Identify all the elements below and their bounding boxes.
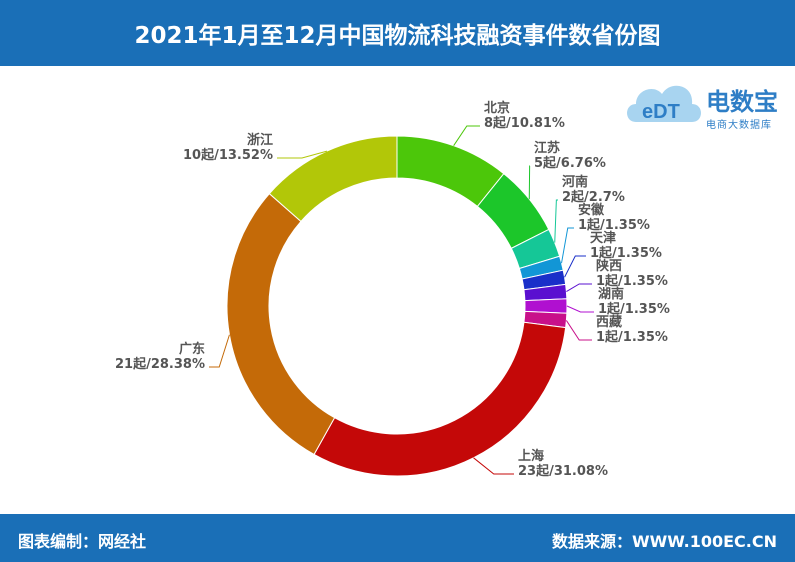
slice-label-name: 广东 [179,341,205,357]
leader-line-江苏 [528,165,531,200]
slice-label-value: 1起/1.35% [590,245,662,261]
cloud-logo-icon: eDT [627,85,701,123]
donut-chart: 北京8起/10.81%江苏5起/6.76%河南2起/2.7%安徽1起/1.35%… [115,100,670,479]
slice-label-name: 天津 [590,230,616,246]
leader-line-浙江 [277,150,328,159]
logo: eDT 电数宝 电商大数据库 [622,72,790,136]
slice-label-name: 湖南 [598,286,624,302]
leader-line-西藏 [565,320,592,341]
slice-label-value: 1起/1.35% [578,217,650,233]
logo-mark: eDT [642,101,680,123]
slice-label-value: 1起/1.35% [596,329,668,345]
leader-line-安徽 [561,227,574,264]
leader-line-上海 [473,457,514,475]
slice-浙江 [268,135,398,223]
slice-label-name: 江苏 [534,140,560,156]
slice-label-value: 21起/28.38% [115,356,205,372]
slice-广东 [226,192,336,456]
footer-compiler: 图表编制：网经社 [18,532,147,551]
leader-line-陕西 [566,283,592,293]
slice-label-value: 1起/1.35% [596,273,668,289]
slice-label-value: 1起/1.35% [598,301,670,317]
slice-label-name: 河南 [562,174,588,190]
slice-label-value: 23起/31.08% [518,463,608,479]
slice-湖南 [524,298,568,314]
slice-label-name: 上海 [518,448,544,464]
slice-label-name: 北京 [484,100,510,116]
slice-label-name: 浙江 [247,132,273,148]
slice-label-value: 5起/6.76% [534,155,606,171]
logo-sub: 电商大数据库 [706,120,772,131]
leader-line-湖南 [566,305,594,313]
slice-label-name: 陕西 [596,258,622,274]
slice-label-value: 8起/10.81% [484,115,565,131]
slice-label-name: 西藏 [596,314,622,330]
leader-line-天津 [564,255,586,278]
chart-header: 2021年1月至12月中国物流科技融资事件数省份图 [0,0,795,66]
leader-line-北京 [453,125,480,146]
chart-footer: 图表编制：网经社 数据来源：WWW.100EC.CN [0,514,795,562]
logo-brand: 电数宝 [706,88,778,116]
slice-label-value: 2起/2.7% [562,189,625,205]
slice-label-value: 10起/13.52% [183,147,273,163]
footer-source: 数据来源：WWW.100EC.CN [551,532,777,551]
leader-line-广东 [209,334,230,368]
leader-line-河南 [554,199,558,243]
slice-label-name: 安徽 [578,202,605,218]
page-title: 2021年1月至12月中国物流科技融资事件数省份图 [134,23,661,49]
